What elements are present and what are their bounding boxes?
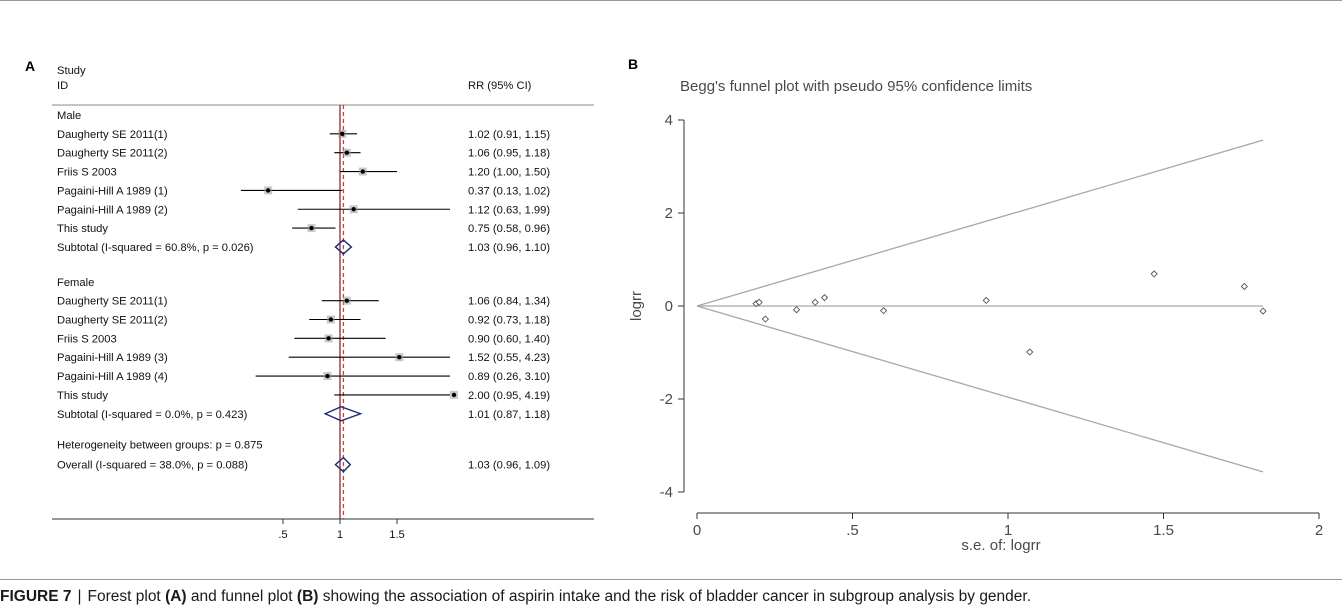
forest-study-0-5-label: This study	[57, 223, 108, 235]
caption-ref-b: (B)	[296, 588, 319, 605]
forest-header-rr: RR (95% CI)	[468, 80, 532, 92]
funnel-x-tick-label-4: 2	[1315, 522, 1323, 539]
forest-study-0-3-rr-text: 0.37 (0.13, 1.02)	[468, 185, 550, 197]
forest-study-0-1-label: Daugherty SE 2011(2)	[57, 148, 168, 160]
funnel-x-tick-label-2: 1	[1004, 522, 1012, 539]
forest-study-1-4-label: Pagaini-Hill A 1989 (4)	[57, 371, 168, 383]
funnel-lower-limit	[696, 305, 1264, 473]
funnel-y-tick-label-3: 2	[665, 205, 673, 222]
funnel-y-tick-label-2: 0	[665, 298, 673, 315]
forest-study-1-3-label: Pagaini-Hill A 1989 (3)	[57, 352, 168, 364]
forest-study-1-3-point	[397, 355, 402, 360]
forest-subtotal-0-label: Subtotal (I-squared = 60.8%, p = 0.026)	[57, 242, 254, 254]
forest-study-1-5-point	[451, 392, 457, 398]
forest-group-male-label: Male	[57, 110, 81, 122]
forest-study-0-2-rr-text: 1.20 (1.00, 1.50)	[468, 167, 550, 179]
figure-caption: FIGURE 7 | Forest plot (A) and funnel plot…	[0, 588, 1342, 606]
forest-overall-diamond	[334, 456, 352, 473]
figure-frame: A B Study ID RR (95% CI) Male Daugherty SE 2…	[0, 0, 1342, 580]
forest-study-0-3-label: Pagaini-Hill A 1989 (1)	[57, 185, 168, 197]
funnel-upper-limit	[696, 139, 1264, 307]
forest-subtotal-0-rr-text: 1.03 (0.96, 1.10)	[468, 242, 550, 254]
funnel-x-tick-label-0: 0	[693, 522, 701, 539]
caption-ref-a: (A)	[165, 588, 187, 605]
forest-study-0-5-rr-text: 0.75 (0.58, 0.96)	[468, 223, 550, 235]
forest-study-0-3-point	[265, 188, 271, 193]
funnel-title: Begg's funnel plot with pseudo 95% confi…	[680, 78, 1032, 95]
forest-study-1-5-label: This study	[57, 390, 108, 402]
caption-text-3: showing the association of aspirin intak…	[322, 588, 1032, 605]
funnel-x-tick-label-3: 1.5	[1153, 522, 1174, 539]
funnel-point-1	[755, 298, 763, 306]
forest-header-study: Study	[57, 65, 86, 77]
forest-study-0-0-point	[340, 131, 345, 137]
forest-header-id: ID	[57, 80, 68, 92]
forest-overall-label: Overall (I-squared = 38.0%, p = 0.088)	[57, 460, 248, 472]
funnel-point-2	[761, 315, 770, 323]
funnel-y-tick-label-4: 4	[665, 112, 673, 129]
forest-study-0-4-point	[351, 207, 356, 212]
caption-text-1: Forest plot	[87, 588, 161, 605]
caption-text-2: and funnel plot	[190, 588, 293, 605]
funnel-x-tick-label-1: .5	[846, 522, 859, 539]
funnel-point-3	[792, 306, 801, 314]
forest-subtotal-1-label: Subtotal (I-squared = 0.0%, p = 0.423)	[57, 409, 248, 421]
forest-overall-rr-text: 1.03 (0.96, 1.09)	[468, 460, 550, 472]
funnel-plot: Begg's funnel plot with pseudo 95% confi…	[628, 78, 1323, 554]
forest-study-1-0-rr-text: 1.06 (0.84, 1.34)	[468, 296, 550, 308]
forest-plot: Study ID RR (95% CI) Male Daugherty SE 2011(…	[52, 65, 594, 541]
funnel-point-8	[1026, 348, 1034, 356]
funnel-y-tick-label-1: -2	[660, 391, 673, 408]
forest-heterogeneity: Heterogeneity between groups: p = 0.875	[57, 440, 263, 452]
forest-x-tick-label-2: 1.5	[389, 529, 405, 541]
forest-study-1-2-label: Friis S 2003	[57, 333, 117, 345]
forest-study-0-1-rr-text: 1.06 (0.95, 1.18)	[468, 148, 550, 160]
forest-subtotal-1-rr-text: 1.01 (0.87, 1.18)	[468, 409, 550, 421]
forest-study-0-0-label: Daugherty SE 2011(1)	[57, 129, 168, 141]
funnel-point-10	[1240, 282, 1248, 291]
funnel-point-7	[982, 296, 990, 305]
panel-a-letter: A	[25, 58, 36, 74]
forest-study-1-1-point	[328, 317, 334, 322]
forest-study-1-0-point	[344, 298, 350, 303]
forest-study-1-1-rr-text: 0.92 (0.73, 1.18)	[468, 315, 550, 327]
forest-study-0-1-point	[344, 150, 350, 155]
funnel-point-4	[811, 298, 819, 306]
forest-subtotal-0-diamond	[334, 239, 353, 255]
panel-b-letter: B	[628, 56, 639, 72]
funnel-point-11	[1259, 307, 1267, 315]
forest-study-1-4-rr-text: 0.89 (0.26, 3.10)	[468, 371, 550, 383]
caption-separator: |	[77, 588, 82, 605]
forest-x-tick-label-1: 1	[337, 529, 343, 541]
forest-group-female-label: Female	[57, 277, 94, 289]
forest-study-1-5-rr-text: 2.00 (0.95, 4.19)	[468, 390, 550, 402]
funnel-point-9	[1150, 270, 1158, 278]
forest-study-1-4-point	[325, 373, 330, 379]
forest-study-0-2-point	[360, 169, 365, 174]
forest-subtotal-1-diamond	[323, 405, 363, 422]
funnel-point-5	[820, 293, 829, 302]
forest-study-1-3-rr-text: 1.52 (0.55, 4.23)	[468, 352, 550, 364]
funnel-x-label: s.e. of: logrr	[961, 537, 1040, 554]
forest-study-0-2-label: Friis S 2003	[57, 167, 117, 179]
forest-x-tick-label-0: .5	[278, 529, 287, 541]
caption-figure-label: FIGURE 7	[0, 588, 72, 605]
forest-study-1-2-point	[326, 336, 331, 341]
forest-study-0-0-rr-text: 1.02 (0.91, 1.15)	[468, 129, 550, 141]
forest-study-1-0-label: Daugherty SE 2011(1)	[57, 296, 168, 308]
forest-study-0-4-rr-text: 1.12 (0.63, 1.99)	[468, 204, 550, 216]
forest-study-1-1-label: Daugherty SE 2011(2)	[57, 315, 168, 327]
forest-study-1-2-rr-text: 0.90 (0.60, 1.40)	[468, 333, 550, 345]
funnel-y-tick-label-0: -4	[660, 484, 673, 501]
forest-study-0-5-point	[309, 225, 314, 231]
funnel-y-label: logrr	[628, 291, 645, 321]
funnel-point-6	[879, 307, 888, 315]
forest-study-0-4-label: Pagaini-Hill A 1989 (2)	[57, 204, 168, 216]
